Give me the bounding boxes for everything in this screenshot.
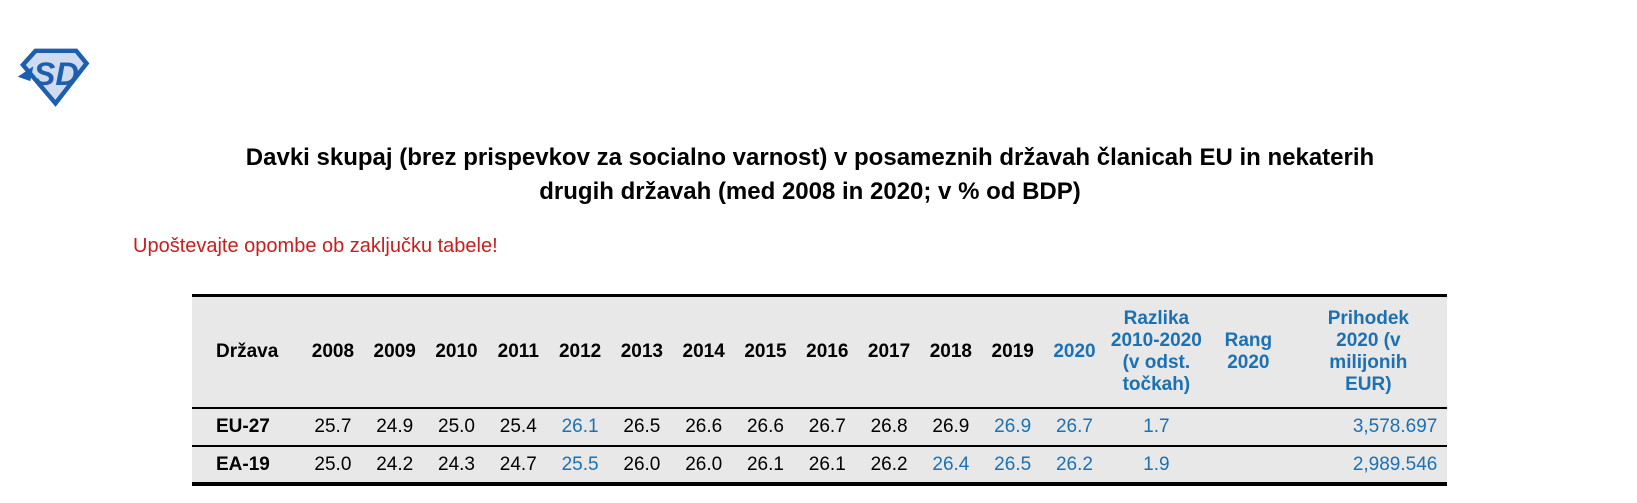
cell-ea-19-y2017: 26.2 bbox=[870, 453, 908, 475]
cell-eu-27-y2009: 24.9 bbox=[376, 416, 414, 437]
column-header-y2018: 2018 bbox=[929, 341, 972, 362]
table-container: Država 2008 2009 2010 2011 2012 2013 2014 2015 20… bbox=[192, 294, 1448, 486]
column-header-y2015: 2015 bbox=[744, 341, 787, 362]
column-header-y2010: 2010 bbox=[435, 341, 478, 362]
column-header-y2013: 2013 bbox=[620, 341, 664, 362]
cell-ea-19-y2018: 26.4 bbox=[932, 453, 970, 475]
cell-eu-27-prihodek: 3,578.697 bbox=[1352, 416, 1438, 437]
column-header-rang: Rang 2020 bbox=[1224, 330, 1273, 373]
cell-eu-27-razlika: 1.7 bbox=[1143, 416, 1170, 437]
table-row-ea-19: EA-19 25.0 24.2 24.3 24.7 25.5 26.0 26.0 26.1 26.… bbox=[192, 446, 1448, 484]
column-header-y2020: 2020 bbox=[1053, 341, 1096, 362]
column-header-y2011: 2011 bbox=[497, 341, 539, 362]
cell-eu-27-y2020: 26.7 bbox=[1055, 416, 1093, 437]
page-title: Davki skupaj (brez prispevkov za socialn… bbox=[0, 141, 1620, 209]
cell-ea-19-y2008: 25.0 bbox=[314, 453, 352, 475]
cell-eu-27-y2012: 26.1 bbox=[561, 416, 599, 437]
cell-ea-19-y2011: 24.7 bbox=[499, 453, 537, 475]
cell-ea-19-y2014: 26.0 bbox=[685, 453, 723, 475]
cell-eu-27-y2019: 26.9 bbox=[994, 416, 1032, 437]
cell-eu-27-y2015: 26.6 bbox=[746, 416, 784, 437]
cell-eu-27-y2013: 26.5 bbox=[623, 416, 661, 437]
column-header-y2016: 2016 bbox=[806, 341, 849, 362]
cell-ea-19-y2012: 25.5 bbox=[561, 453, 599, 475]
cell-ea-19-y2016: 26.1 bbox=[808, 453, 846, 475]
cell-eu-27-y2018: 26.9 bbox=[932, 416, 970, 437]
note-text: Upoštevajte opombe ob zaključku tabele! bbox=[133, 235, 498, 257]
row-label-ea-19: EA-19 bbox=[216, 453, 270, 475]
cell-eu-27-y2010: 25.0 bbox=[438, 416, 475, 437]
cell-ea-19-prihodek: 2,989.546 bbox=[1352, 453, 1438, 475]
cell-eu-27-y2016: 26.7 bbox=[808, 416, 846, 437]
table-header: Država 2008 2009 2010 2011 2012 2013 2014 2015 20… bbox=[192, 296, 1448, 408]
logo-shield bbox=[19, 48, 90, 107]
sd-logo: SD bbox=[17, 48, 90, 107]
logo-letters: SD bbox=[34, 56, 79, 92]
column-header-y2014: 2014 bbox=[682, 341, 725, 362]
table-header-row: Država 2008 2009 2010 2011 2012 2013 2014 2015 20… bbox=[192, 296, 1448, 408]
title-line-2: drugih državah (med 2008 in 2020; v % od… bbox=[539, 178, 1081, 205]
cell-ea-19-razlika: 1.9 bbox=[1143, 453, 1170, 475]
table-body: EU-27 25.7 24.9 25.0 25.4 26.1 26.5 26.6 26.6 26.… bbox=[192, 408, 1448, 484]
column-header-prihodek: Prihodek 2020 (v milijonih EUR) bbox=[1327, 308, 1410, 395]
cell-ea-19-y2015: 26.1 bbox=[746, 453, 784, 475]
cell-ea-19-y2013: 26.0 bbox=[623, 453, 661, 475]
row-label-eu-27: EU-27 bbox=[216, 416, 270, 437]
cell-eu-27-y2014: 26.6 bbox=[685, 416, 723, 437]
column-header-drzava: Država bbox=[216, 341, 279, 362]
data-table: Država 2008 2009 2010 2011 2012 2013 2014 2015 20… bbox=[192, 294, 1448, 486]
title-line-1: Davki skupaj (brez prispevkov za socialn… bbox=[245, 144, 1375, 171]
column-header-razlika: Razlika 2010-2020 (v odst. točkah) bbox=[1110, 308, 1202, 395]
cell-eu-27-y2008: 25.7 bbox=[314, 416, 352, 437]
logo-swoosh bbox=[17, 66, 34, 82]
cell-ea-19-y2019: 26.5 bbox=[994, 453, 1032, 475]
cell-ea-19-y2020: 26.2 bbox=[1055, 453, 1093, 475]
column-header-y2009: 2009 bbox=[373, 341, 416, 362]
column-header-y2008: 2008 bbox=[311, 341, 355, 362]
cell-ea-19-y2010: 24.3 bbox=[438, 453, 475, 475]
table-row-eu-27: EU-27 25.7 24.9 25.0 25.4 26.1 26.5 26.6 26.6 26.… bbox=[192, 408, 1447, 446]
cell-eu-27-rang bbox=[1207, 408, 1289, 446]
column-header-y2017: 2017 bbox=[867, 341, 911, 362]
cell-ea-19-y2009: 24.2 bbox=[376, 453, 414, 475]
column-header-y2012: 2012 bbox=[558, 341, 602, 362]
cell-ea-19-rang bbox=[1207, 446, 1289, 484]
column-header-y2019: 2019 bbox=[991, 341, 1034, 362]
cell-eu-27-y2017: 26.8 bbox=[870, 416, 908, 437]
cell-eu-27-y2011: 25.4 bbox=[499, 416, 537, 437]
